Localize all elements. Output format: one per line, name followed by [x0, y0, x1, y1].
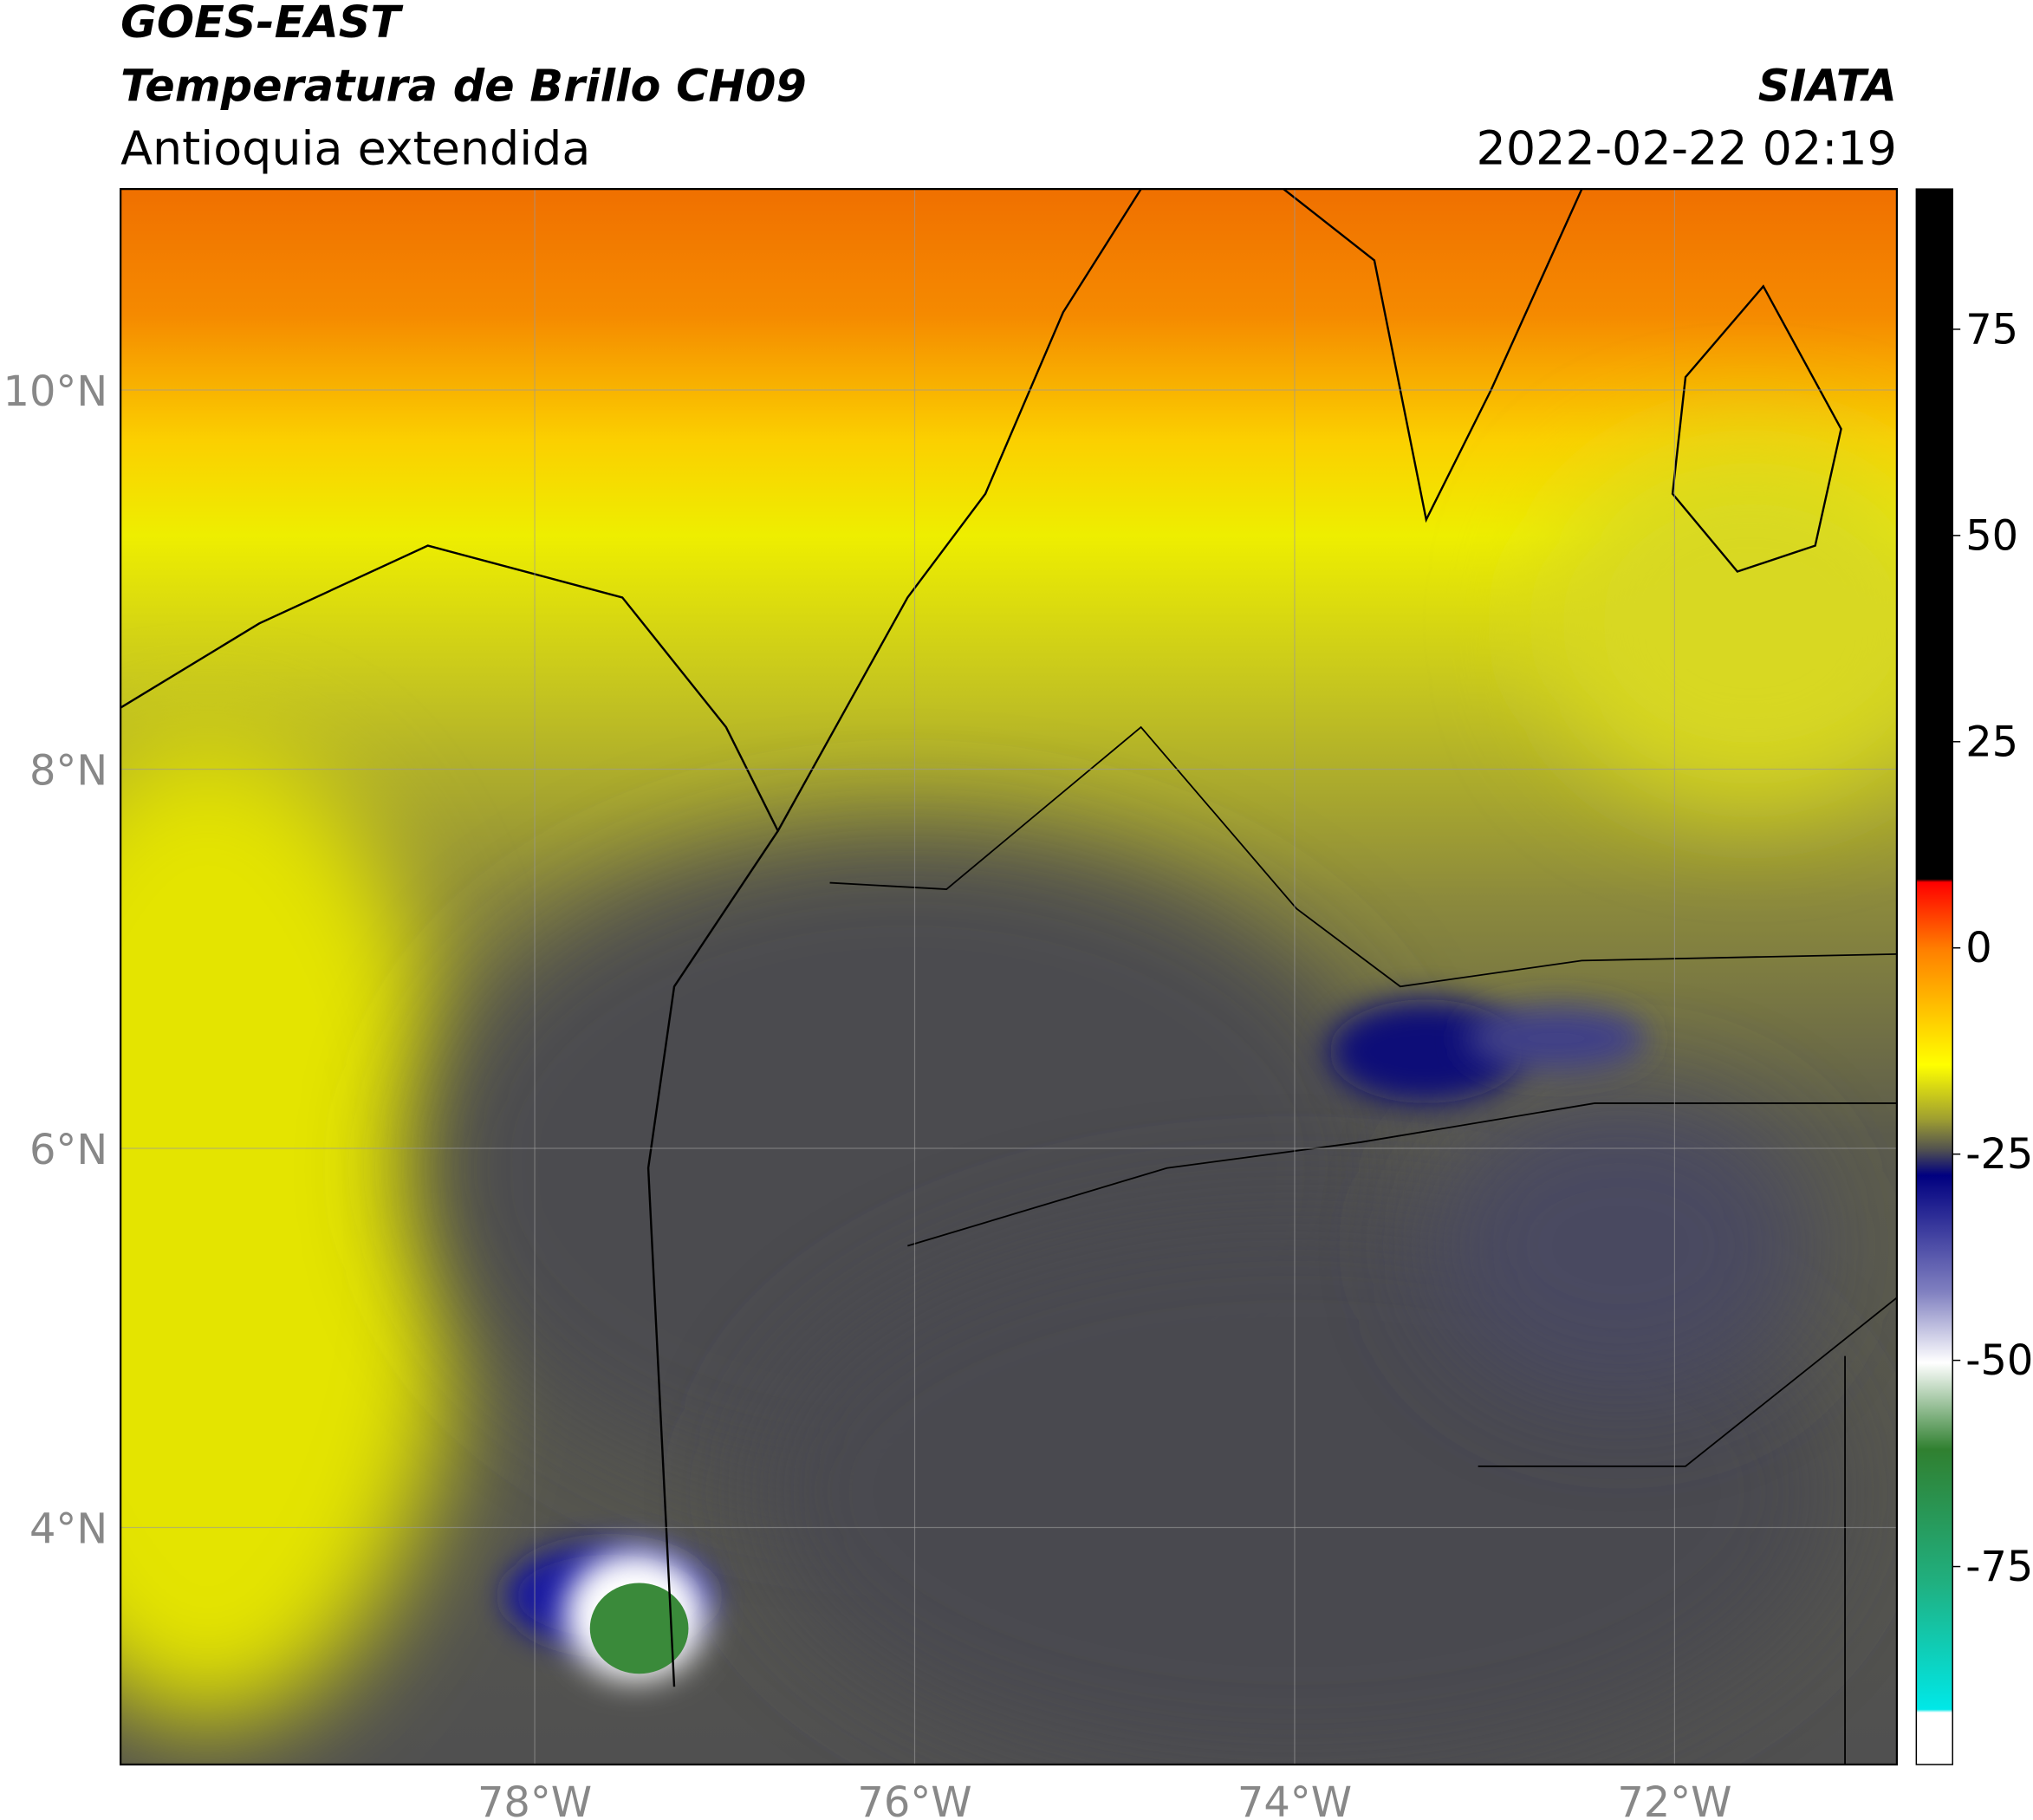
colorbar-tick-label: -50 [1965, 1337, 2033, 1385]
colorbar [1915, 188, 1953, 1765]
grid [120, 189, 1897, 1765]
y-tick-label: 10°N [3, 368, 108, 416]
title-line2: Temperatura de Brillo CH09 [120, 60, 807, 111]
x-tick-label: 72°W [1617, 1779, 1731, 1820]
x-tick-label: 78°W [477, 1779, 592, 1820]
y-tick-label: 4°N [29, 1505, 107, 1553]
y-tick-label: 8°N [29, 747, 107, 795]
satellite-image [120, 189, 1897, 1765]
colorbar-tick-label: -75 [1965, 1544, 2033, 1591]
subtitle: Antioquia extendida [120, 121, 590, 176]
x-tick-label: 74°W [1237, 1779, 1352, 1820]
colorbar-tick-label: 0 [1965, 925, 1991, 972]
title-line1: GOES-EAST [120, 0, 404, 48]
y-tick-label: 6°N [29, 1127, 107, 1174]
map-frame [120, 188, 1899, 1766]
colorbar-tick-label: 75 [1965, 306, 2018, 354]
colorbar-tick-label: 25 [1965, 718, 2018, 766]
source: SIATA [1758, 60, 1897, 111]
colorbar-tick-label: -25 [1965, 1131, 2033, 1179]
x-tick-label: 76°W [857, 1779, 971, 1820]
datetime: 2022-02-22 02:19 [1477, 121, 1897, 176]
colorbar-tick-label: 50 [1965, 512, 2018, 560]
